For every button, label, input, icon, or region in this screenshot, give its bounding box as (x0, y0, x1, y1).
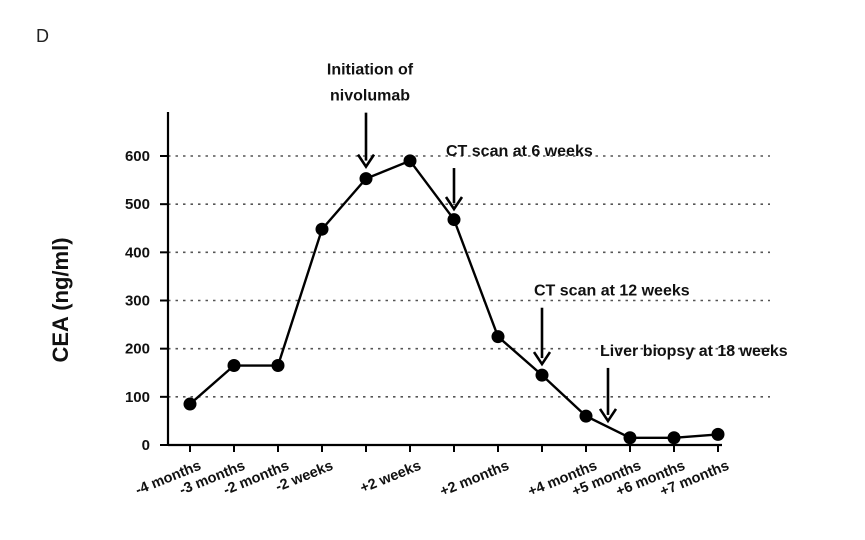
x-tick-label: +2 weeks (358, 458, 423, 497)
y-ticks: 0 100 200 300 400 500 600 (125, 148, 168, 454)
x-tick-label: +2 months (438, 458, 512, 500)
y-tick-label: 600 (125, 148, 150, 165)
data-series (183, 154, 725, 445)
data-point (359, 172, 373, 186)
data-point (447, 213, 461, 227)
y-tick-label: 0 (142, 437, 150, 454)
y-axis-label: CEA (ng/ml) (48, 237, 73, 362)
data-point (227, 359, 241, 373)
annotations: Initiation of nivolumab CT scan at 6 weeks… (327, 62, 788, 424)
annotation-arrowhead (532, 351, 552, 367)
annotation-label: CT scan at 12 weeks (534, 283, 690, 300)
data-point (711, 427, 725, 441)
data-point (271, 359, 285, 373)
data-point (315, 222, 329, 236)
annotation-label: Initiation of (327, 62, 414, 79)
annotation-label: CT scan at 6 weeks (446, 143, 593, 160)
annotation-arrowhead (444, 196, 464, 212)
y-tick-label: 500 (125, 196, 150, 213)
y-tick-label: 200 (125, 341, 150, 358)
annotation-arrowhead (598, 408, 618, 424)
annotation-label: Liver biopsy at 18 weeks (600, 343, 788, 360)
y-tick-label: 400 (125, 244, 150, 261)
data-point (579, 409, 593, 423)
data-point (403, 154, 417, 168)
data-point (183, 397, 197, 411)
gridlines (168, 155, 770, 398)
axes (166, 112, 722, 447)
y-tick-label: 100 (125, 389, 150, 406)
data-point (491, 330, 505, 344)
y-tick-label: 300 (125, 293, 150, 310)
data-point (535, 368, 549, 382)
data-point (623, 431, 637, 445)
panel-label: D (36, 26, 49, 46)
annotation-arrowhead (356, 153, 376, 169)
x-ticks: -4 months-3 months-2 months-2 weeks +2 we… (133, 445, 731, 500)
data-point (667, 431, 681, 445)
annotation-label: nivolumab (330, 88, 410, 105)
